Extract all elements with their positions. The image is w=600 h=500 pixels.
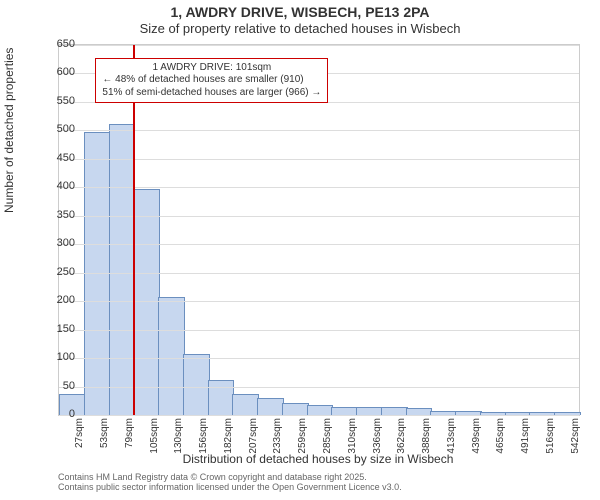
gridline: [59, 301, 579, 302]
histogram-bar: [282, 403, 309, 415]
x-tick-label: 285sqm: [322, 418, 333, 454]
x-tick-label: 516sqm: [545, 418, 556, 454]
x-tick-label: 491sqm: [520, 418, 531, 454]
x-tick-label: 310sqm: [347, 418, 358, 454]
gridline: [59, 415, 579, 416]
x-tick-label: 542sqm: [570, 418, 581, 454]
gridline: [59, 187, 579, 188]
y-tick-label: 150: [35, 323, 75, 335]
x-tick-label: 388sqm: [421, 418, 432, 454]
y-axis-label: Number of detached properties: [2, 48, 16, 213]
y-tick-label: 50: [35, 380, 75, 392]
histogram-bar: [158, 297, 185, 415]
y-tick-label: 550: [35, 95, 75, 107]
y-tick-label: 400: [35, 180, 75, 192]
histogram-bar: [232, 394, 259, 415]
license-text: Contains HM Land Registry data © Crown c…: [58, 472, 578, 493]
histogram-bar: [257, 398, 284, 415]
license-line-1: Contains HM Land Registry data © Crown c…: [58, 472, 578, 482]
x-tick-label: 233sqm: [272, 418, 283, 454]
histogram-bar: [331, 407, 358, 415]
y-tick-label: 300: [35, 237, 75, 249]
x-tick-label: 27sqm: [74, 418, 85, 448]
histogram-bar: [208, 380, 235, 415]
x-tick-label: 182sqm: [223, 418, 234, 454]
y-tick-label: 600: [35, 66, 75, 78]
x-tick-label: 207sqm: [248, 418, 259, 454]
gridline: [59, 216, 579, 217]
y-tick-label: 350: [35, 209, 75, 221]
y-tick-label: 0: [35, 408, 75, 420]
x-tick-label: 413sqm: [446, 418, 457, 454]
y-tick-label: 250: [35, 266, 75, 278]
callout-line-2: ← 48% of detached houses are smaller (91…: [102, 74, 321, 87]
y-tick-label: 200: [35, 294, 75, 306]
x-tick-label: 336sqm: [372, 418, 383, 454]
y-tick-label: 100: [35, 351, 75, 363]
chart-subtitle: Size of property relative to detached ho…: [0, 21, 600, 43]
gridline: [59, 45, 579, 46]
gridline: [59, 358, 579, 359]
y-tick-label: 650: [35, 38, 75, 50]
histogram-bar: [183, 354, 210, 415]
x-axis-label: Distribution of detached houses by size …: [58, 452, 578, 466]
x-tick-label: 362sqm: [396, 418, 407, 454]
license-line-2: Contains public sector information licen…: [58, 482, 578, 492]
gridline: [59, 244, 579, 245]
plot-area: 1 AWDRY DRIVE: 101sqm← 48% of detached h…: [58, 44, 580, 416]
x-tick-label: 130sqm: [173, 418, 184, 454]
gridline: [59, 330, 579, 331]
histogram-bar: [109, 124, 136, 415]
x-tick-label: 465sqm: [495, 418, 506, 454]
x-tick-label: 259sqm: [297, 418, 308, 454]
x-tick-label: 53sqm: [99, 418, 110, 448]
x-tick-label: 79sqm: [124, 418, 135, 448]
y-tick-label: 450: [35, 152, 75, 164]
histogram-bar: [307, 405, 334, 415]
gridline: [59, 273, 579, 274]
y-tick-label: 500: [35, 123, 75, 135]
gridline: [59, 387, 579, 388]
x-tick-label: 156sqm: [198, 418, 209, 454]
x-tick-label: 105sqm: [149, 418, 160, 454]
gridline: [59, 130, 579, 131]
chart-title: 1, AWDRY DRIVE, WISBECH, PE13 2PA: [0, 0, 600, 21]
histogram-bar: [356, 407, 383, 415]
histogram-bar: [406, 408, 433, 415]
property-callout: 1 AWDRY DRIVE: 101sqm← 48% of detached h…: [95, 58, 328, 104]
callout-line-1: 1 AWDRY DRIVE: 101sqm: [102, 62, 321, 75]
callout-line-3: 51% of semi-detached houses are larger (…: [102, 87, 321, 100]
histogram-bar: [381, 407, 408, 415]
gridline: [59, 159, 579, 160]
x-tick-label: 439sqm: [471, 418, 482, 454]
